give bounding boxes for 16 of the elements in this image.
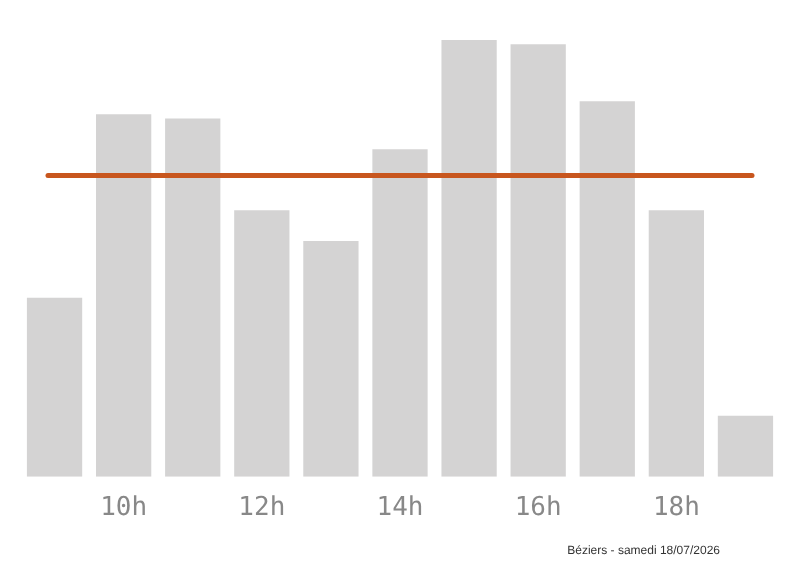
bar	[648, 210, 704, 477]
bar	[510, 44, 566, 477]
bar	[372, 149, 428, 477]
x-tick-label: 12h	[238, 493, 286, 524]
x-tick-label: 14h	[376, 493, 424, 524]
bar	[579, 101, 635, 477]
bar	[96, 114, 152, 477]
bar	[165, 118, 221, 477]
x-tick-label: 16h	[514, 493, 562, 524]
x-tick-label: 10h	[100, 493, 148, 524]
x-tick-label: 18h	[652, 493, 700, 524]
bar	[441, 40, 497, 477]
bar	[26, 297, 83, 477]
bar	[234, 210, 290, 477]
bar	[717, 415, 774, 477]
bar	[303, 240, 359, 477]
